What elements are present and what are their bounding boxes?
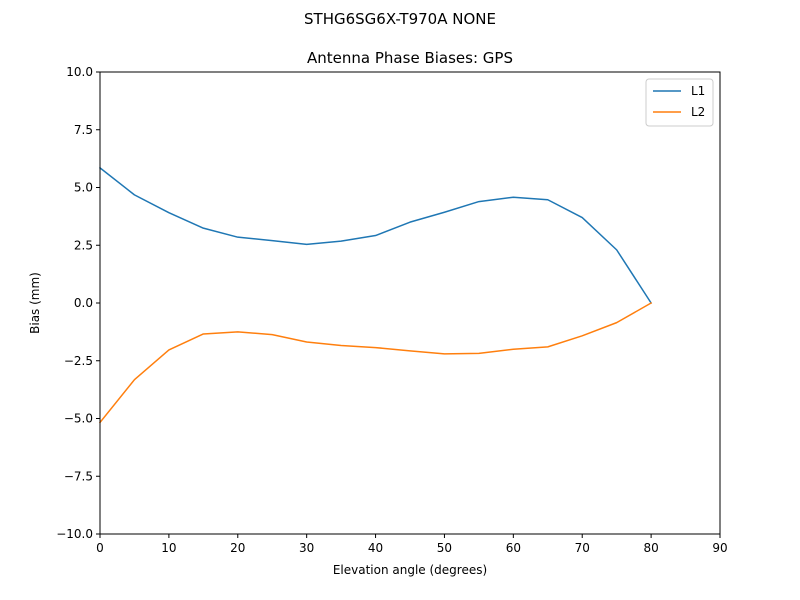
x-tick-label: 50 xyxy=(437,541,452,555)
series-line-l1 xyxy=(98,166,653,305)
plot-area xyxy=(98,166,653,424)
legend-label-l2: L2 xyxy=(691,105,705,119)
series-line-l2 xyxy=(98,301,653,424)
x-tick-label: 0 xyxy=(96,541,104,555)
x-tick-label: 80 xyxy=(643,541,658,555)
legend-label-l1: L1 xyxy=(691,84,705,98)
x-tick-label: 60 xyxy=(506,541,521,555)
legend: L1 L2 xyxy=(645,78,714,127)
y-tick-label: −7.5 xyxy=(64,469,93,483)
x-tick-label: 70 xyxy=(575,541,590,555)
x-axis: 0 10 20 30 40 50 60 70 80 90 xyxy=(96,534,728,555)
y-tick-label: 5.0 xyxy=(74,181,93,195)
y-axis-label: Bias (mm) xyxy=(28,272,42,334)
y-tick-label: −5.0 xyxy=(64,412,93,426)
y-tick-label: 2.5 xyxy=(74,238,93,252)
y-tick-label: 0.0 xyxy=(74,296,93,310)
y-tick-label: −10.0 xyxy=(56,527,93,541)
y-tick-label: −2.5 xyxy=(64,354,93,368)
figure-suptitle: STHG6SG6X-T970A NONE xyxy=(304,10,496,28)
x-axis-label: Elevation angle (degrees) xyxy=(333,563,487,577)
y-tick-label: 7.5 xyxy=(74,123,93,137)
y-tick-label: 10.0 xyxy=(66,65,93,79)
x-tick-label: 20 xyxy=(230,541,245,555)
x-tick-label: 40 xyxy=(368,541,383,555)
x-tick-label: 10 xyxy=(161,541,176,555)
y-axis: −10.0 −7.5 −5.0 −2.5 0.0 2.5 5.0 7.5 10.0 xyxy=(56,65,100,541)
x-tick-label: 90 xyxy=(712,541,727,555)
x-tick-label: 30 xyxy=(299,541,314,555)
chart-title: Antenna Phase Biases: GPS xyxy=(307,49,513,67)
